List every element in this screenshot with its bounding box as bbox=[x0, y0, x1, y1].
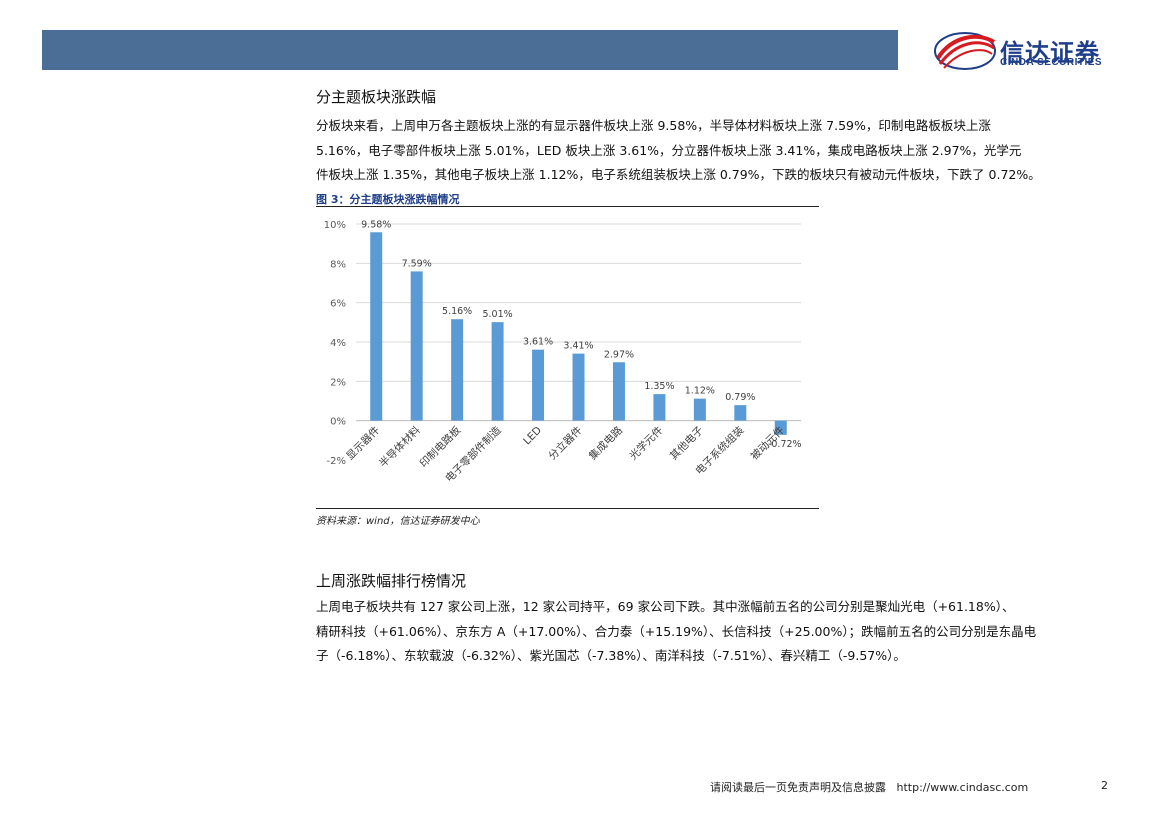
category-label: 显示器件 bbox=[344, 424, 382, 462]
figure-source: 资料来源：wind，信达证券研发中心 bbox=[316, 516, 480, 527]
header-bar bbox=[42, 30, 898, 70]
bar bbox=[491, 322, 504, 421]
bar bbox=[653, 394, 666, 421]
data-label: 7.59% bbox=[402, 258, 432, 269]
data-label: 0.79% bbox=[725, 392, 755, 403]
data-label: 3.61% bbox=[523, 337, 553, 348]
paragraph-line: 5.16%，电子零部件板块上涨 5.01%，LED 板块上涨 3.61%，分立器… bbox=[316, 142, 1022, 158]
sector-bar-chart: -2% 0% 2% 4% 6% 8% 10% 9.58% 显示器件 7.59% 半导体材料 5.16%… bbox=[324, 219, 802, 485]
paragraph-line: 子（-6.18%）、东软载波（-6.32%）、紫光国芯（-7.38%）、南洋科技… bbox=[316, 648, 906, 663]
figure-caption: 图 3：分主题板块涨跌幅情况 bbox=[316, 193, 460, 206]
bar bbox=[410, 271, 423, 421]
bar bbox=[370, 232, 383, 421]
y-tick-label: 2% bbox=[330, 377, 346, 388]
category-label: 集成电路 bbox=[586, 423, 625, 462]
sector-paragraph: 分板块来看，上周申万各主题板块上涨的有显示器件板块上涨 9.58%，半导体材料板… bbox=[316, 114, 1109, 188]
y-tick-label: 0% bbox=[330, 417, 346, 428]
category-label: LED bbox=[521, 424, 544, 447]
category-label: 其他电子 bbox=[667, 424, 706, 463]
category-label: 光学元件 bbox=[627, 424, 666, 463]
data-label: 5.01% bbox=[482, 309, 512, 320]
data-label: 1.35% bbox=[644, 381, 674, 392]
cinda-swoosh-icon bbox=[934, 32, 996, 70]
logo-text-en: CINDA SECURITIES bbox=[1000, 57, 1103, 68]
y-tick-label: 6% bbox=[330, 299, 346, 310]
bar bbox=[774, 420, 787, 435]
data-label: 2.97% bbox=[604, 349, 634, 360]
paragraph-line: 分板块来看，上周申万各主题板块上涨的有显示器件板块上涨 9.58%，半导体材料板… bbox=[316, 118, 991, 133]
y-tick-label: 4% bbox=[330, 338, 346, 349]
bar bbox=[734, 405, 747, 421]
ranking-paragraph: 上周电子板块共有 127 家公司上涨，12 家公司持平，69 家公司下跌。其中涨… bbox=[316, 595, 1109, 669]
y-tick-label: -2% bbox=[327, 456, 346, 467]
footer-url[interactable]: http://www.cindasc.com bbox=[896, 781, 1029, 794]
data-label: 9.58% bbox=[361, 219, 391, 230]
section-title-ranking: 上周涨跌幅排行榜情况 bbox=[316, 572, 467, 590]
figure-top-rule bbox=[316, 206, 819, 207]
bar bbox=[572, 353, 585, 421]
y-tick-label: 8% bbox=[330, 259, 346, 270]
category-label: 半导体材料 bbox=[376, 423, 423, 470]
paragraph-line: 件板块上涨 1.35%，其他电子板块上涨 1.12%，电子系统组装板块上涨 0.… bbox=[316, 167, 1041, 182]
footer-disclaimer: 请阅读最后一页免责声明及信息披露 bbox=[710, 781, 886, 794]
section-title-sector: 分主题板块涨跌幅 bbox=[316, 88, 437, 106]
bar bbox=[532, 349, 545, 421]
logo-text-cn: 信达证券 bbox=[1000, 39, 1100, 67]
y-tick-label: 10% bbox=[324, 220, 346, 231]
data-label: 5.16% bbox=[442, 306, 472, 317]
footer-text: 请阅读最后一页免责声明及信息披露 http://www.cindasc.com bbox=[710, 779, 1028, 795]
paragraph-line: 上周电子板块共有 127 家公司上涨，12 家公司持平，69 家公司下跌。其中涨… bbox=[316, 599, 1015, 614]
bar bbox=[451, 319, 464, 421]
paragraph-line: 精研科技（+61.06%）、京东方 A（+17.00%）、合力泰（+15.19%… bbox=[316, 623, 1037, 639]
figure-bottom-rule bbox=[316, 508, 819, 509]
bar bbox=[612, 362, 625, 421]
bar bbox=[693, 398, 706, 421]
page-number: 2 bbox=[1101, 779, 1108, 792]
data-label: 1.12% bbox=[685, 386, 715, 397]
category-label: 分立器件 bbox=[546, 424, 585, 463]
data-label: 3.41% bbox=[563, 341, 593, 352]
data-label: -0.72% bbox=[768, 439, 802, 450]
